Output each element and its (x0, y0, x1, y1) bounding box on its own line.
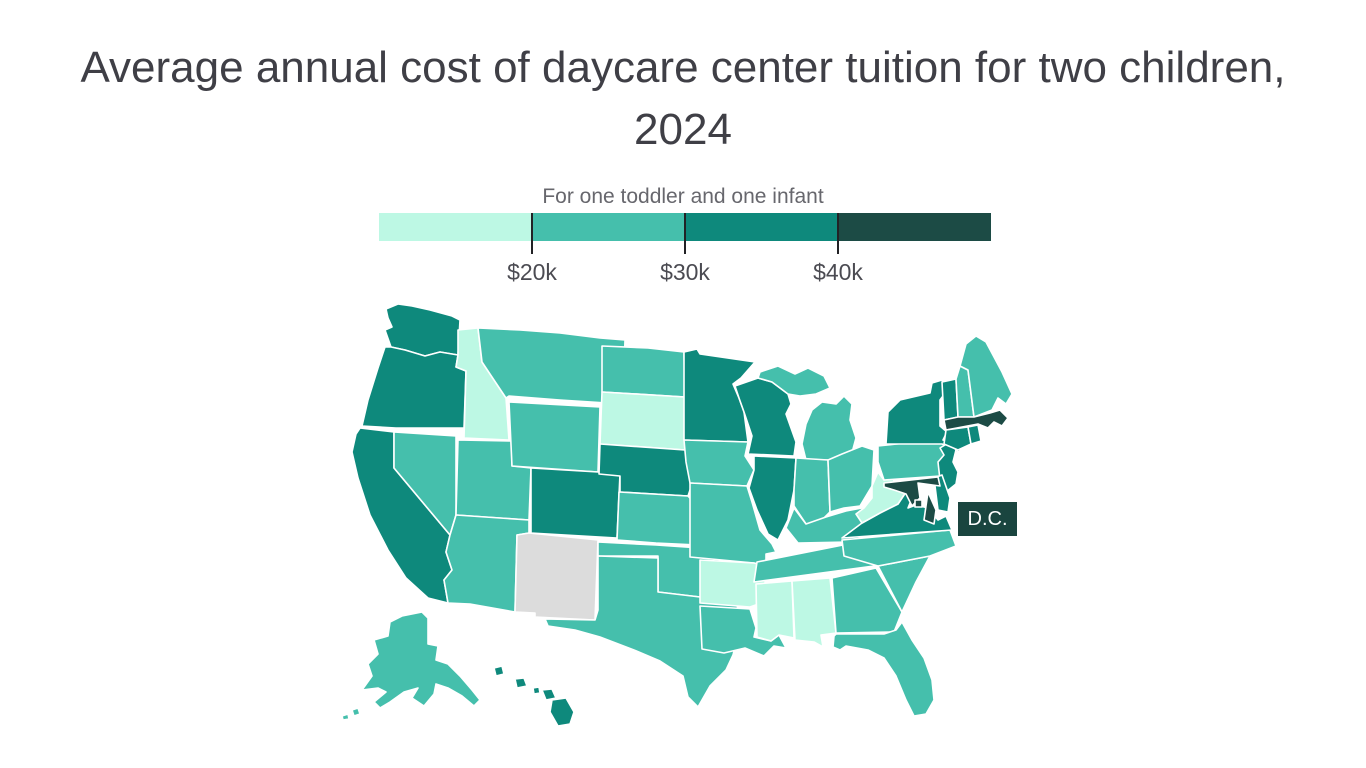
state-ND[interactable] (601, 345, 686, 398)
dc-label-badge: D.C. (958, 502, 1017, 536)
state-OR[interactable] (361, 346, 467, 429)
state-MA[interactable] (943, 409, 1009, 431)
legend-tick-30k (684, 213, 686, 254)
legend-color-bar (379, 213, 991, 241)
legend-segment-under-20k (379, 213, 532, 241)
state-MO[interactable] (689, 482, 777, 567)
color-legend: $20k $30k $40k (379, 213, 991, 288)
legend-label-20k: $20k (507, 259, 557, 285)
state-WY[interactable] (508, 401, 601, 473)
state-CO[interactable] (530, 467, 621, 539)
state-LA[interactable] (699, 605, 787, 657)
state-MS[interactable] (755, 580, 795, 642)
state-HI[interactable] (493, 665, 575, 727)
state-AL[interactable] (791, 577, 837, 648)
state-AK[interactable] (341, 611, 481, 721)
state-GA[interactable] (831, 567, 903, 634)
state-AZ[interactable] (443, 514, 530, 613)
legend-segment-30k-40k (685, 213, 838, 241)
legend-label-30k: $30k (660, 259, 710, 285)
legend-tick-40k (837, 213, 839, 254)
state-IA[interactable] (683, 439, 755, 487)
state-KS[interactable] (616, 491, 701, 546)
state-NM[interactable] (514, 532, 599, 621)
legend-segment-over-40k (838, 213, 991, 241)
legend-label-40k: $40k (813, 259, 863, 285)
state-SD[interactable] (599, 391, 691, 451)
page-title: Average annual cost of daycare center tu… (80, 43, 1286, 155)
legend-segment-20k-30k (532, 213, 685, 241)
state-DC[interactable] (914, 499, 923, 508)
state-FL[interactable] (832, 621, 935, 717)
state-CT[interactable] (943, 426, 972, 451)
state-RI[interactable] (967, 424, 982, 445)
chart-subtitle: For one toddler and one infant (542, 185, 824, 208)
legend-tick-20k (531, 213, 533, 254)
state-ME[interactable] (959, 335, 1013, 418)
